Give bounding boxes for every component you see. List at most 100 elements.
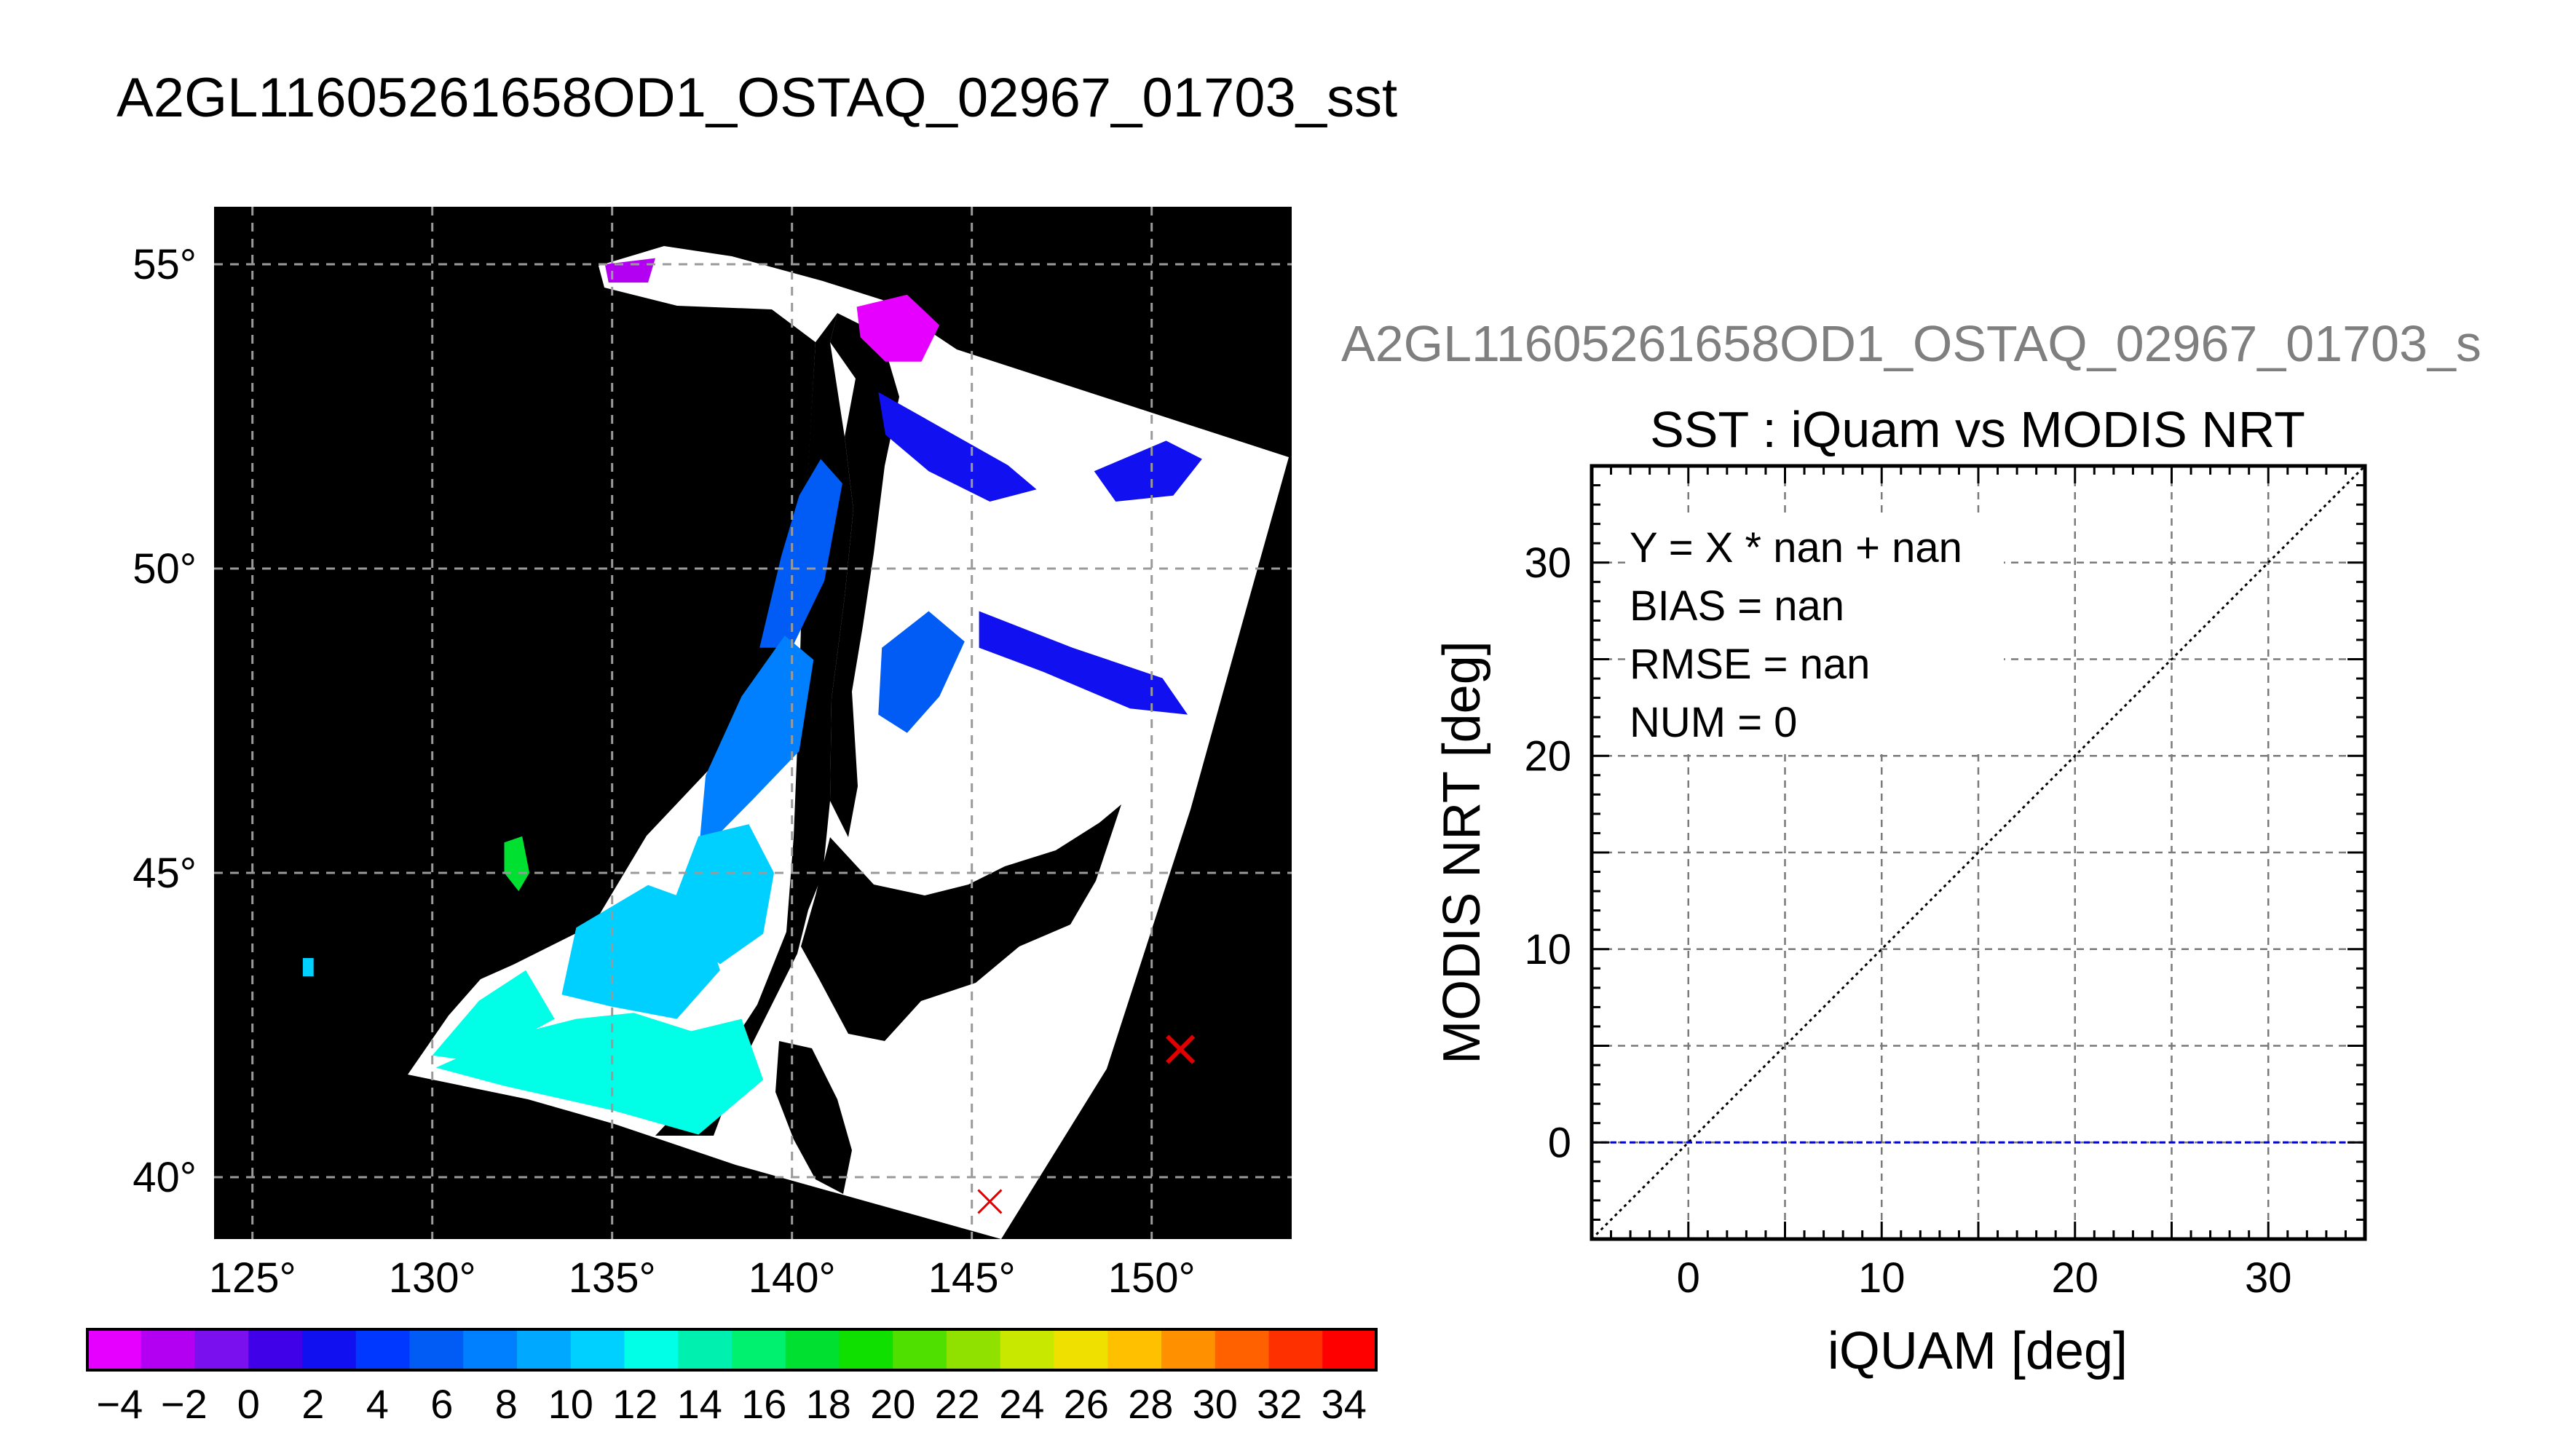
colorbar-label: 32 — [1257, 1381, 1302, 1427]
sst-patch-tatar-north — [759, 459, 842, 648]
colorbar-cell — [1054, 1329, 1108, 1370]
sst-patches — [302, 258, 1202, 1135]
colorbar-cell — [141, 1329, 196, 1370]
lat-label-50: 50° — [133, 545, 197, 593]
colorbar-label: 24 — [999, 1381, 1044, 1427]
lat-label-45: 45° — [133, 850, 197, 897]
colorbar-cell — [409, 1329, 464, 1370]
colorbar-label: 12 — [612, 1381, 657, 1427]
colorbar-cell — [1268, 1329, 1323, 1370]
colorbar-cell — [302, 1329, 357, 1370]
colorbar-cell — [624, 1329, 679, 1370]
latitude-labels: 40° 45° 50° 55° — [133, 241, 197, 1201]
sst-patch-okhotsk-east-band — [878, 392, 1037, 502]
colorbar-cell — [1215, 1329, 1270, 1370]
lon-label-150: 150° — [1108, 1254, 1196, 1302]
x-tick-label: 10 — [1858, 1254, 1906, 1302]
colorbar-cell — [248, 1329, 303, 1370]
colorbar-label: 4 — [366, 1381, 389, 1427]
x-axis-label: iQUAM [deg] — [1828, 1322, 2128, 1380]
stats-bias: BIAS = nan — [1630, 582, 1844, 630]
map-grid — [214, 207, 1292, 1239]
scatter-header: A2GL11605261658OD1_OSTAQ_02967_01703_s — [1341, 315, 2481, 372]
colorbar-cell — [893, 1329, 947, 1370]
sst-patch-okhotsk-east-far — [1094, 440, 1202, 502]
lat-label-40: 40° — [133, 1154, 197, 1201]
colorbar-label: −2 — [161, 1381, 208, 1427]
colorbar-cell — [947, 1329, 1001, 1370]
longitude-labels: 125° 130° 135° 140° 145° 150° — [209, 1254, 1196, 1302]
colorbar-cell — [785, 1329, 840, 1370]
sst-patch-coast-korea — [432, 970, 555, 1062]
sst-patch-japan-sea-mid — [561, 885, 720, 1019]
colorbar-label: 22 — [935, 1381, 980, 1427]
stats-regression: Y = X * nan + nan — [1630, 524, 1962, 571]
x-tick-label: 30 — [2245, 1254, 2292, 1302]
y-axis-label: MODIS NRT [deg] — [1433, 641, 1491, 1064]
y-tick-label: 0 — [1548, 1119, 1571, 1166]
colorbar-cell — [194, 1329, 249, 1370]
colorbar-label: 6 — [430, 1381, 453, 1427]
sst-patch-japan-sea-south — [435, 1013, 764, 1135]
sst-map: 125° 130° 135° 140° 145° 150° 40° 45° 50° 55° — [133, 207, 1292, 1302]
colorbar-cell — [732, 1329, 786, 1370]
colorbar-label: 20 — [870, 1381, 915, 1427]
colorbar-cell — [1107, 1329, 1162, 1370]
colorbar-tick-labels: −4 −2 0 2 4 6 8 10 12 14 16 18 20 22 24 26 28 30 32 34 — [96, 1381, 1367, 1427]
x-tick-label: 0 — [1677, 1254, 1700, 1302]
land-mainland-coast — [655, 313, 853, 1136]
sst-patch-tatar-mid — [698, 636, 814, 855]
match-marker-1 — [1166, 1034, 1196, 1064]
y-tick-label: 10 — [1524, 926, 1571, 973]
colorbar-label: 28 — [1128, 1381, 1173, 1427]
lat-label-55: 55° — [133, 241, 197, 288]
sst-patch-okhotsk-north-cold — [856, 294, 940, 362]
colorbar-label: 30 — [1193, 1381, 1238, 1427]
scatter-title: SST : iQuam vs MODIS NRT — [1650, 401, 2305, 458]
colorbar-label: 34 — [1322, 1381, 1367, 1427]
lon-label-140: 140° — [749, 1254, 836, 1302]
match-marker-2 — [977, 1189, 1003, 1214]
colorbar-cell — [1322, 1329, 1377, 1370]
x-tick-label: 20 — [2051, 1254, 2098, 1302]
stats-rmse: RMSE = nan — [1630, 641, 1870, 688]
land-mask — [655, 313, 1121, 1194]
colorbar-frame — [86, 1328, 1378, 1372]
one-to-one-line — [1590, 464, 2366, 1241]
sst-patch-aniva-gulf — [878, 611, 965, 733]
colorbar-label: 14 — [677, 1381, 722, 1427]
stats-background — [1625, 518, 2004, 750]
colorbar-label: 18 — [806, 1381, 851, 1427]
scatter-plot-frame — [1590, 464, 2367, 1241]
lon-label-130: 130° — [389, 1254, 476, 1302]
page-title: A2GL11605261658OD1_OSTAQ_02967_01703_sst — [117, 67, 1397, 129]
scatter-axis-ticks: 0 10 20 30 0 10 20 30 — [1524, 464, 2366, 1302]
land-hokkaido — [801, 804, 1121, 1041]
sst-colorbar: −4 −2 0 2 4 6 8 10 12 14 16 18 20 22 24 26 28 30 32 34 — [86, 1328, 1378, 1427]
y-tick-label: 20 — [1524, 732, 1571, 780]
colorbar-label: 0 — [237, 1381, 260, 1427]
lon-label-145: 145° — [928, 1254, 1016, 1302]
colorbar-cell — [463, 1329, 518, 1370]
sst-patch-okhotsk-south-band — [979, 611, 1188, 715]
colorbar-cells — [87, 1329, 1377, 1370]
colorbar-cell — [355, 1329, 411, 1370]
colorbar-cell — [517, 1329, 572, 1370]
colorbar-cell — [87, 1329, 142, 1370]
colorbar-cell — [570, 1329, 625, 1370]
scatter-grid — [1592, 466, 2365, 1239]
land-honshu-north — [775, 1041, 852, 1194]
colorbar-label: −4 — [96, 1381, 143, 1427]
colorbar-label: 8 — [495, 1381, 518, 1427]
sst-patch-small-patch-west — [302, 958, 314, 977]
sst-patch-ulleung-island — [504, 836, 530, 892]
colorbar-cell — [678, 1329, 732, 1370]
scatter-stats: Y = X * nan + nan BIAS = nan RMSE = nan … — [1625, 518, 2004, 750]
scatter-reference-lines — [1590, 464, 2366, 1241]
colorbar-label: 10 — [548, 1381, 593, 1427]
land-sakhalin — [830, 313, 899, 837]
lon-label-135: 135° — [569, 1254, 656, 1302]
colorbar-cell — [839, 1329, 893, 1370]
colorbar-label: 16 — [741, 1381, 786, 1427]
